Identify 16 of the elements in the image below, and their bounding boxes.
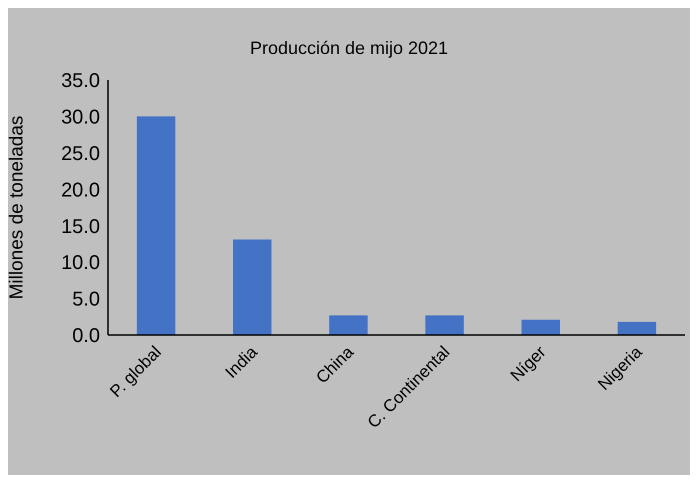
bar: [136, 116, 176, 335]
bar: [329, 315, 368, 335]
y-tick-label: 35.0: [61, 70, 100, 92]
chart-title: Producción de mijo 2021: [248, 38, 450, 59]
y-tick-label: 30.0: [61, 106, 100, 129]
bar: [425, 315, 464, 335]
y-tick-label: 0.0: [72, 325, 100, 348]
bar: [618, 322, 656, 335]
y-tick-label: 20.0: [61, 179, 100, 202]
y-axis-title: Millones de toneladas: [6, 116, 28, 300]
bar: [522, 320, 560, 335]
y-tick-label: 25.0: [61, 142, 100, 165]
y-tick-label: 15.0: [61, 216, 100, 238]
y-tick-label: 5.0: [72, 288, 100, 311]
y-tick-label: 10.0: [61, 252, 100, 274]
bar: [233, 240, 272, 335]
